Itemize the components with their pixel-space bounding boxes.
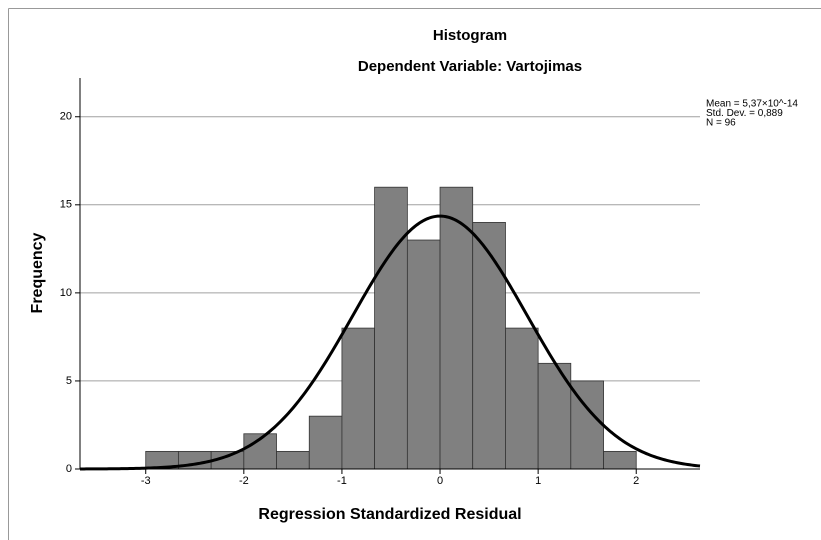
bar	[374, 186, 408, 470]
bar	[505, 327, 539, 470]
bar	[341, 327, 375, 470]
x-tick-label: 0	[437, 475, 443, 487]
bar	[472, 222, 506, 470]
bar	[570, 380, 604, 470]
x-tick-label: -3	[141, 475, 151, 487]
stats-line: N = 96	[706, 118, 736, 129]
y-tick-label: 5	[66, 375, 72, 387]
y-axis-label: Frequency	[29, 232, 46, 313]
x-tick-label: -2	[239, 475, 249, 487]
stats-line: Mean = 5,37×10^-14	[706, 99, 798, 110]
bar	[603, 450, 637, 470]
chart-subtitle: Dependent Variable: Vartojimas	[358, 58, 582, 75]
y-tick-label: 0	[66, 463, 72, 475]
stats-line: Std. Dev. = 0,889	[706, 108, 783, 119]
y-tick-label: 15	[60, 199, 72, 211]
x-tick-label: -1	[337, 475, 347, 487]
bar	[308, 415, 343, 470]
y-tick-label: 20	[60, 111, 72, 123]
bar	[276, 450, 310, 470]
normal-curve	[79, 214, 701, 471]
chart-title: Histogram	[433, 27, 507, 44]
y-tick-label: 10	[60, 287, 72, 299]
x-axis-label: Regression Standardized Residual	[258, 506, 521, 523]
bar	[406, 239, 441, 470]
x-tick-label: 1	[535, 475, 541, 487]
x-tick-label: 2	[633, 475, 639, 487]
